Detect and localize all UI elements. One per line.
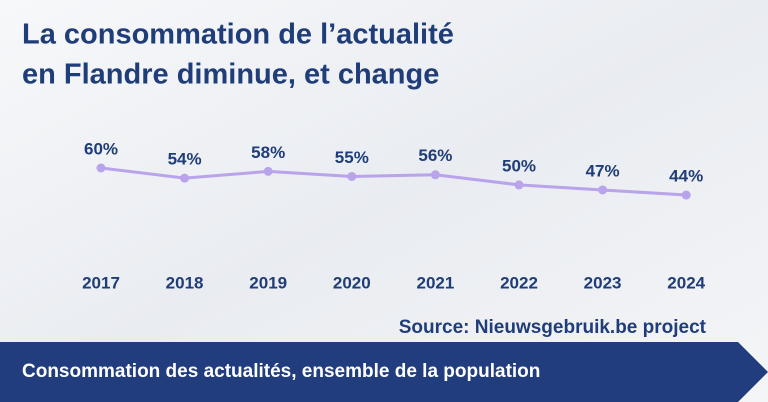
chart-title: en Flandre diminue, et change [22, 59, 439, 91]
x-tick-label: 2018 [166, 273, 204, 292]
value-label: 56% [418, 146, 452, 165]
banner [0, 342, 768, 402]
x-tick-label: 2017 [82, 273, 120, 292]
value-label: 60% [84, 139, 118, 158]
value-label: 58% [251, 143, 285, 162]
value-label: 50% [502, 156, 536, 175]
chart-title: La consommation de l’actualité [22, 19, 454, 51]
x-tick-label: 2022 [500, 273, 538, 292]
banner-text: Consommation des actualités, ensemble de… [22, 361, 540, 382]
source: Source: Nieuwsgebruik.be project [399, 317, 707, 338]
point [430, 170, 440, 180]
x-tick-label: 2019 [249, 273, 287, 292]
x-tick-label: 2021 [416, 273, 454, 292]
point [96, 163, 106, 173]
value-label: 47% [586, 161, 620, 180]
value-label: 44% [669, 167, 703, 186]
x-tick-label: 2023 [584, 273, 622, 292]
x-tick-label: 2024 [667, 273, 705, 292]
point [180, 173, 190, 183]
x-tick-label: 2020 [333, 273, 371, 292]
value-label: 54% [168, 150, 202, 169]
point [263, 166, 273, 176]
point [347, 171, 357, 181]
point [514, 180, 524, 190]
line [100, 166, 687, 197]
point [681, 190, 691, 200]
point [598, 185, 608, 195]
value-label: 55% [335, 148, 369, 167]
